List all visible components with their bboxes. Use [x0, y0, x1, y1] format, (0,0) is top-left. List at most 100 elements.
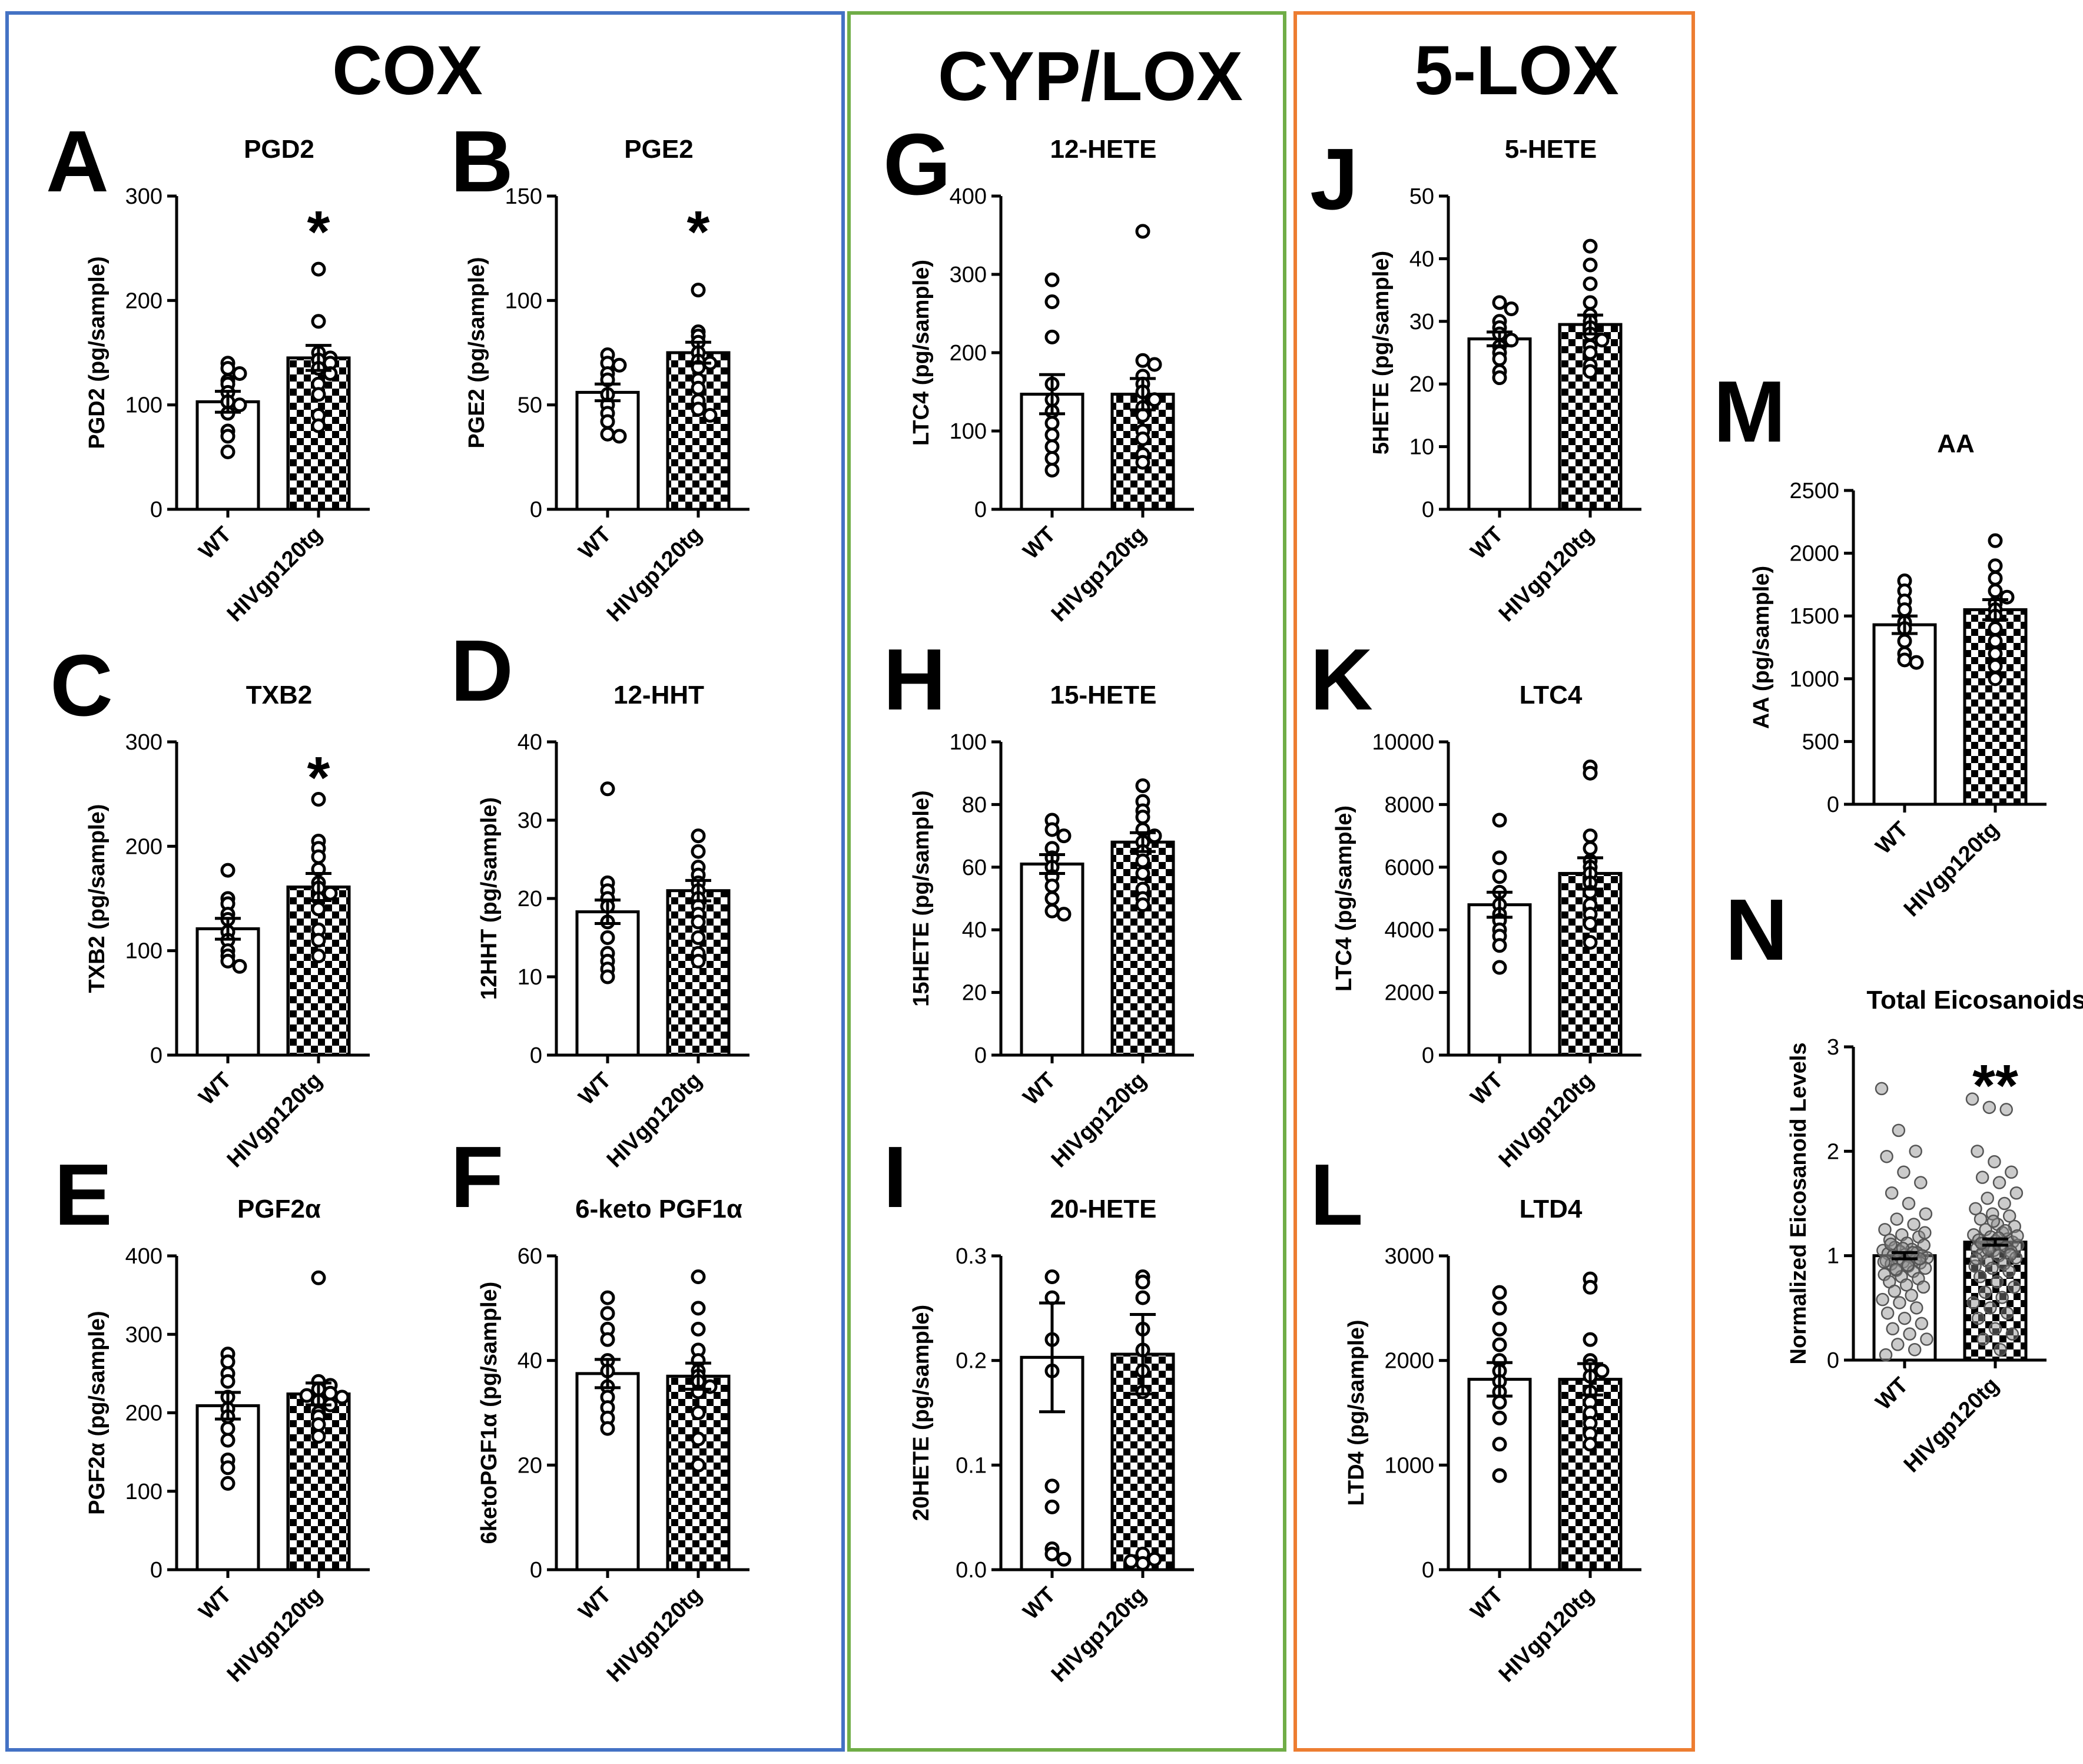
chart-title: LTC4 [1520, 681, 1583, 709]
data-point [1878, 1223, 1892, 1236]
panel-j: J 5-HETE 0 10 20 30 40 50 5HETE (pg/sample) WTHIV… [1310, 131, 1641, 626]
y-tick-label: 2 [1827, 1139, 1839, 1164]
data-point [1973, 1269, 1987, 1284]
data-point [1988, 533, 2003, 548]
panel-letter: M [1713, 363, 1786, 460]
data-point [1901, 1258, 1915, 1272]
data-point [1583, 364, 1598, 379]
panel-letter: C [50, 637, 113, 734]
data-point [1504, 301, 1519, 317]
chart-title: Total Eicosanoids [1866, 986, 2083, 1014]
y-tick-label: 10 [518, 965, 542, 990]
data-point [1988, 634, 2003, 649]
data-point [311, 901, 326, 917]
data-point [691, 1457, 706, 1473]
y-axis-label: 6ketoPGF1α (pg/sample) [477, 1282, 502, 1544]
panel-e: E PGF2α 0 100 200 300 400 PGF2α (pg/sample) WTHI… [54, 1146, 370, 1687]
data-point [1965, 1092, 1979, 1106]
x-tick-label: WT [1466, 1068, 1508, 1110]
y-tick-label: 500 [1802, 730, 1839, 754]
data-point [1988, 658, 2003, 674]
data-point [1583, 828, 1598, 844]
y-tick-label: 3000 [1384, 1244, 1434, 1269]
y-tick-label: 20 [962, 981, 987, 1006]
y-tick-label: 2000 [1384, 1349, 1434, 1374]
y-tick-label: 1 [1827, 1244, 1839, 1269]
data-point [1044, 1478, 1060, 1494]
x-tick-label: WT [1019, 1068, 1060, 1110]
data-point [1044, 329, 1060, 344]
data-point [1910, 1301, 1923, 1315]
y-tick-label: 200 [125, 289, 162, 313]
data-point [1135, 1556, 1150, 1571]
data-point [311, 949, 326, 964]
data-point [612, 429, 627, 444]
y-tick-label: 40 [1409, 247, 1434, 271]
bar-hivgp120tg [666, 1374, 731, 1571]
panel-letter: G [883, 116, 951, 213]
panel-letter: B [450, 113, 513, 210]
panel-letter: D [450, 622, 513, 719]
data-point [1880, 1149, 1893, 1163]
data-point [1988, 671, 2003, 687]
data-point [600, 1306, 615, 1321]
data-point [1135, 866, 1150, 881]
y-tick-label: 300 [125, 730, 162, 755]
x-tick-label: WT [1466, 522, 1508, 564]
y-tick-label: 10 [1409, 435, 1434, 460]
data-point [1971, 1311, 1985, 1325]
x-tick-label: HIVgp120tg [223, 522, 327, 627]
data-point [600, 1290, 615, 1305]
data-point [2009, 1186, 2024, 1200]
data-point [220, 953, 236, 969]
panel-i: I 20-HETE 0.0 0.1 0.2 0.3 20HETE (pg/sample) WT… [883, 1129, 1194, 1687]
data-point [1492, 813, 1507, 828]
data-point [1905, 1288, 1918, 1302]
x-tick-label: HIVgp120tg [1047, 1068, 1152, 1173]
data-point [1988, 646, 2003, 661]
y-tick-label: 0 [1422, 498, 1434, 522]
data-point [1999, 589, 2015, 605]
chart-title: AA [1937, 429, 1975, 458]
data-point [1907, 1218, 1921, 1231]
y-tick-label: 80 [962, 793, 987, 817]
data-point [1044, 903, 1060, 919]
chart-title: LTD4 [1520, 1195, 1583, 1223]
data-point [1044, 427, 1060, 443]
data-point [1884, 1237, 1898, 1251]
panel-letter: K [1310, 631, 1373, 728]
data-point [220, 1433, 236, 1448]
data-point [1594, 333, 1610, 348]
y-tick-label: 2000 [1789, 542, 1839, 566]
data-point [1971, 1145, 1984, 1158]
data-point [600, 969, 615, 984]
data-point [691, 828, 706, 844]
data-point [220, 444, 236, 459]
data-point [1135, 1290, 1150, 1305]
data-point [1504, 333, 1519, 348]
data-point [1123, 1554, 1139, 1569]
y-tick-label: 10000 [1372, 730, 1434, 755]
data-point [1978, 1285, 1992, 1299]
panel-a: A PGD2 0 100 200 300 PGD2 (pg/sample) WTHIVgp12… [46, 113, 370, 626]
panel-l: L LTD4 0 1000 2000 3000 LTD4 (pg/sample) WTHIVg… [1310, 1146, 1641, 1687]
x-tick-label: WT [1871, 1373, 1913, 1415]
x-tick-label: HIVgp120tg [602, 1583, 707, 1687]
data-point [1966, 1296, 1980, 1309]
data-point [691, 380, 706, 396]
data-point [232, 959, 247, 974]
data-point [1990, 1275, 2004, 1289]
x-tick-label: HIVgp120tg [1047, 1583, 1152, 1687]
chart-title: 12-HETE [1050, 135, 1157, 164]
y-tick-label: 100 [125, 393, 162, 418]
data-point [311, 1428, 326, 1444]
data-point [600, 426, 615, 442]
significance-marker: ** [1972, 1053, 2018, 1119]
y-tick-label: 8000 [1384, 793, 1434, 817]
y-tick-label: 0 [530, 1043, 542, 1068]
data-point [311, 1270, 326, 1285]
y-tick-label: 3 [1827, 1035, 1839, 1060]
y-tick-label: 0 [1422, 1043, 1434, 1068]
data-point [691, 283, 706, 298]
data-point [702, 1379, 718, 1394]
